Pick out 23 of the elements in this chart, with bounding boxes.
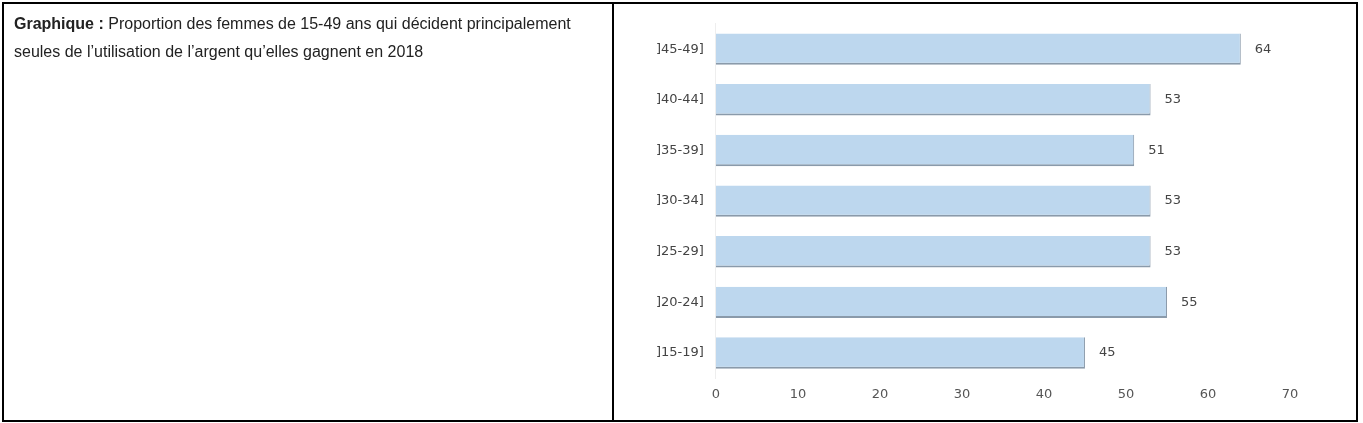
x-tick-label: 60	[1199, 385, 1217, 401]
data-label: 45	[1098, 344, 1116, 360]
x-tick-label: 70	[1281, 385, 1299, 401]
data-label: 53	[1164, 91, 1182, 107]
x-tick-label: 10	[789, 385, 807, 401]
y-tick-label: ]45-49]	[656, 40, 704, 56]
y-tick-label: ]20-24]	[656, 293, 704, 309]
x-tick-label: 0	[711, 385, 721, 401]
data-label: 51	[1148, 141, 1165, 157]
x-tick-label: 20	[871, 385, 889, 401]
x-tick-label: 50	[1117, 385, 1135, 401]
data-label: 55	[1180, 293, 1198, 309]
y-tick-label: ]35-39]	[656, 141, 704, 157]
x-tick-label: 30	[953, 385, 971, 401]
y-tick-label: ]40-44]	[656, 91, 704, 107]
data-label: 53	[1164, 243, 1182, 259]
y-tick-label: ]15-19]	[656, 344, 704, 360]
x-tick-label: 40	[1035, 385, 1053, 401]
data-label: 64	[1254, 40, 1272, 56]
y-tick-label: ]30-34]	[656, 192, 704, 208]
y-tick-label: ]25-29]	[656, 243, 704, 259]
text: Graphique : Proportion des femmes de 15-49 ans qui décident principalement seules de l’utilisation de l’argent qu’elles gagnent en 2018	[14, 14, 572, 62]
data-label: 53	[1164, 192, 1182, 208]
